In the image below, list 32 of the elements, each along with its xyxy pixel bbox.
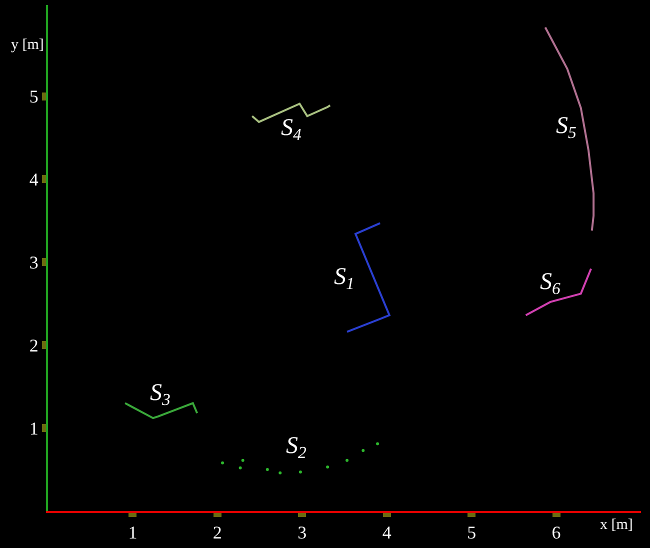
series-label: S$_{6}$ xyxy=(540,269,561,298)
point xyxy=(221,461,224,464)
point xyxy=(278,471,282,474)
x-axis-title: x [m] xyxy=(600,517,633,533)
point xyxy=(346,458,349,462)
y-tick-label: 1 xyxy=(29,418,38,438)
series-label: S$_{4}$ xyxy=(281,115,302,144)
series-label: S$_{1}$ xyxy=(334,264,354,294)
series-label: S$_{3}$ xyxy=(150,380,170,410)
x-tick-label: 3 xyxy=(298,522,307,543)
x-tick-label: 6 xyxy=(552,522,561,543)
x-tick-label: 5 xyxy=(467,522,476,543)
point xyxy=(326,466,330,469)
x-tick-label: 1 xyxy=(128,522,138,543)
y-tick-label: 5 xyxy=(29,86,38,107)
point xyxy=(266,468,269,472)
y-tick-label: 3 xyxy=(29,252,38,272)
point xyxy=(376,442,380,446)
y-tick-label: 4 xyxy=(29,170,38,190)
point xyxy=(362,448,365,452)
point xyxy=(241,458,244,462)
point xyxy=(298,470,302,474)
point xyxy=(238,466,242,470)
y-tick-label: 2 xyxy=(29,335,38,356)
y-axis-title: y [m] xyxy=(11,37,44,53)
series-label: S$_{5}$ xyxy=(556,113,576,142)
x-tick-label: 4 xyxy=(382,522,392,543)
x-tick-label: 2 xyxy=(212,522,222,543)
line-series xyxy=(544,26,595,232)
series-label: S$_{2}$ xyxy=(286,433,307,462)
line-series xyxy=(346,222,390,333)
line-series xyxy=(524,268,592,316)
